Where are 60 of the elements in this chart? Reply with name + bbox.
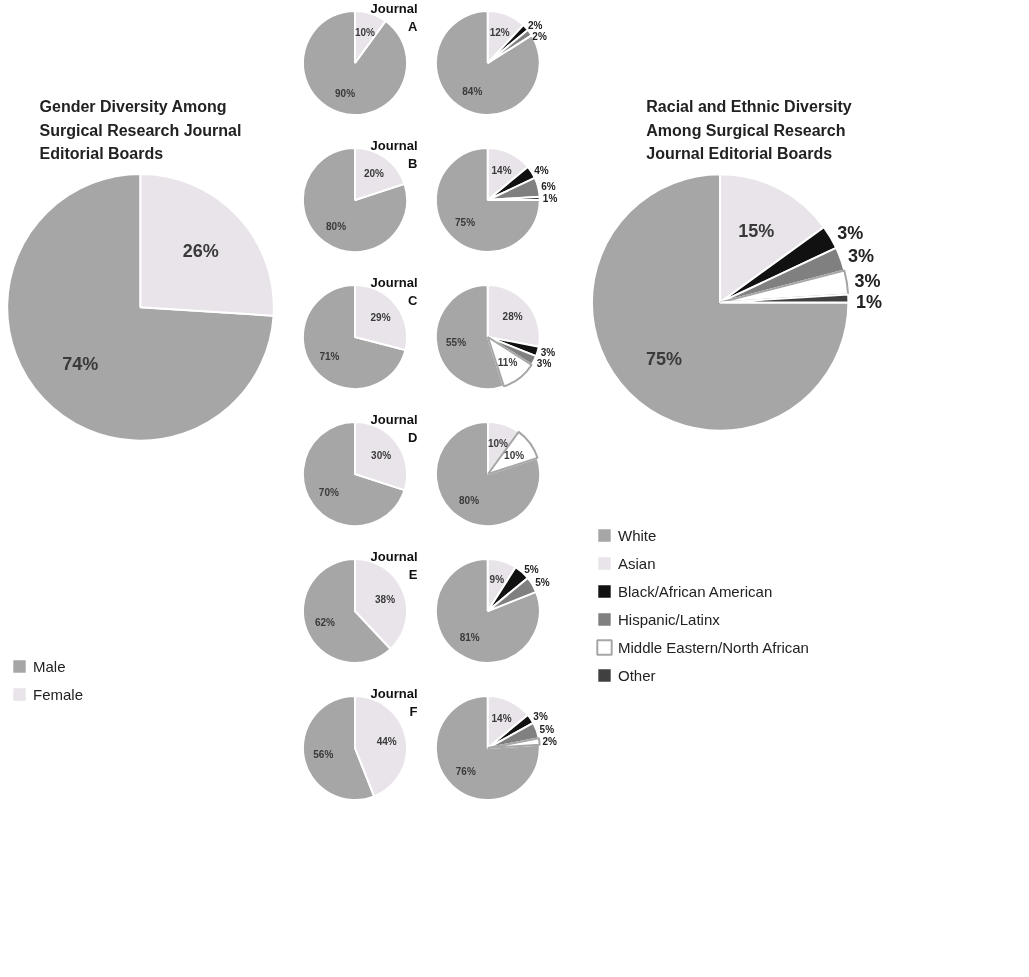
data-label: 1%: [856, 291, 883, 312]
legend-label: Hispanic/Latinx: [618, 610, 720, 628]
data-label: 3%: [533, 711, 548, 723]
legend-label: Other: [618, 666, 656, 684]
data-label: 80%: [459, 494, 480, 506]
data-label: 75%: [645, 348, 682, 369]
data-label: 38%: [375, 593, 396, 605]
data-label: 29%: [370, 311, 391, 323]
data-label: 10%: [504, 449, 525, 461]
data-label: 3%: [848, 246, 875, 267]
data-label: 5%: [539, 723, 555, 735]
data-label: 71%: [319, 351, 340, 363]
data-label: 90%: [335, 88, 356, 100]
chart-title: Journal D: [370, 411, 418, 445]
data-label: 30%: [371, 449, 392, 461]
data-label: 2%: [527, 19, 543, 31]
data-label: 5%: [524, 564, 539, 576]
data-label: 28%: [502, 310, 523, 322]
chart-title: Journal E: [370, 548, 418, 582]
data-label: 81%: [459, 632, 480, 644]
data-label: 6%: [541, 180, 556, 192]
data-label: 14%: [491, 165, 512, 177]
data-label: 70%: [318, 487, 339, 499]
data-label: 55%: [446, 336, 467, 348]
data-label: 11%: [497, 357, 518, 369]
data-label: 44%: [376, 736, 397, 748]
data-label: 2%: [532, 31, 547, 43]
data-label: 3%: [540, 346, 556, 358]
data-label: 20%: [363, 168, 385, 180]
chart-title: Gender Diversity Among Surgical Research Journal Editorial Boards: [39, 97, 242, 163]
data-label: 14%: [491, 713, 512, 725]
data-label: 75%: [455, 217, 476, 229]
data-label: 9%: [489, 574, 505, 586]
data-label: 3%: [536, 358, 552, 370]
data-label: 3%: [837, 223, 864, 244]
chart-title: Journal C: [370, 274, 419, 308]
data-label: 80%: [326, 220, 347, 232]
data-label: 1%: [542, 192, 558, 204]
chart-title: Racial and Ethnic Diversity Among Surgical Research Journal Editorial Boards: [646, 97, 852, 163]
data-label: 10%: [354, 26, 376, 38]
data-label: 5%: [535, 577, 550, 589]
legend-label: Black/African American: [618, 582, 773, 600]
legend-label: Female: [33, 685, 84, 703]
legend-label: Male: [33, 657, 66, 675]
data-label: 15%: [738, 221, 775, 242]
legend-label: Middle Eastern/North African: [618, 638, 809, 656]
legend-label: Asian: [618, 554, 656, 572]
chart-title: Journal F: [370, 685, 418, 719]
data-label: 74%: [62, 353, 99, 374]
legend-label: White: [618, 526, 657, 544]
data-label: 56%: [313, 748, 334, 760]
data-label: 4%: [534, 164, 549, 176]
data-label: 12%: [489, 27, 510, 39]
data-label: 84%: [462, 85, 483, 97]
data-label: 76%: [455, 766, 476, 778]
data-label: 26%: [182, 240, 219, 261]
data-label: 3%: [854, 271, 881, 292]
data-label: 62%: [314, 617, 336, 629]
data-label: 2%: [542, 735, 557, 747]
data-label: 10%: [487, 437, 509, 449]
